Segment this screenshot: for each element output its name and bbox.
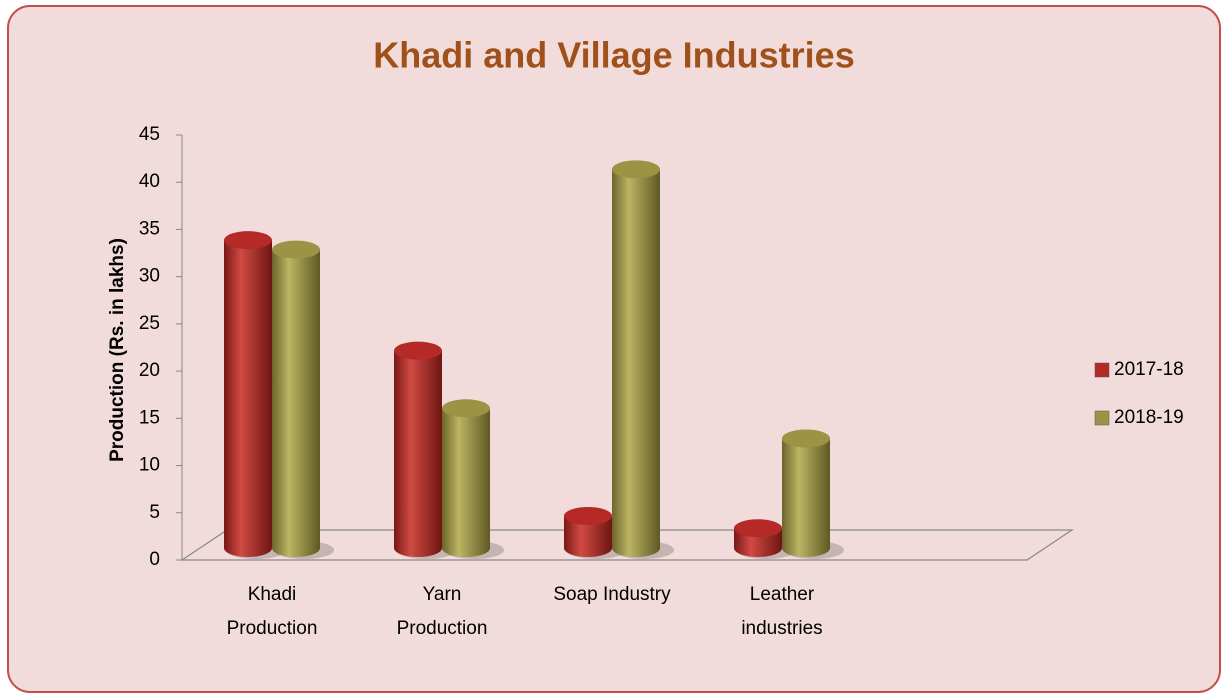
bar-top bbox=[224, 231, 272, 250]
legend-swatch bbox=[1094, 410, 1110, 426]
x-tick-label: Soap Industry bbox=[553, 584, 671, 605]
y-tick-label: 0 bbox=[149, 549, 160, 570]
y-tick-label: 40 bbox=[139, 171, 160, 192]
bar bbox=[564, 506, 626, 559]
legend-label: 2017-18 bbox=[1114, 359, 1184, 380]
bar bbox=[442, 399, 504, 559]
x-tick-label-line: Khadi bbox=[248, 584, 297, 605]
bar-body bbox=[272, 249, 320, 557]
bar-top bbox=[564, 506, 612, 525]
bar bbox=[394, 341, 456, 559]
floor bbox=[180, 529, 1074, 561]
y-axis-label: Production (Rs. in lakhs) bbox=[107, 238, 128, 462]
y-tick-label: 45 bbox=[139, 124, 160, 145]
bar-body bbox=[394, 350, 442, 557]
bar-body bbox=[612, 169, 660, 558]
x-tick-label-line: Production bbox=[227, 618, 318, 639]
bar-body bbox=[442, 408, 490, 557]
bar-top bbox=[734, 519, 782, 538]
x-tick-label: Yarn Production bbox=[397, 584, 488, 639]
y-tick-label: 10 bbox=[139, 455, 160, 476]
bar-top bbox=[612, 160, 660, 179]
x-tick-label-line: Yarn bbox=[423, 584, 462, 605]
y-tick-label: 15 bbox=[139, 407, 160, 428]
bar bbox=[612, 160, 674, 559]
bar bbox=[224, 231, 286, 559]
x-tick-label-line: industries bbox=[741, 618, 822, 639]
y-tick-label: 30 bbox=[139, 266, 160, 287]
x-tick-label: Leather industries bbox=[741, 584, 822, 639]
bar-body bbox=[564, 515, 612, 557]
chart-title: Khadi and Village Industries bbox=[373, 35, 854, 76]
x-tick-label-line: Production bbox=[397, 618, 488, 639]
y-tick-label: 25 bbox=[139, 313, 160, 334]
bar-body bbox=[224, 240, 272, 557]
y-tick-label: 5 bbox=[149, 502, 160, 523]
x-tick-label-line: Soap Industry bbox=[553, 584, 671, 605]
bar-top bbox=[442, 399, 490, 418]
bar bbox=[734, 519, 796, 559]
y-tick-label: 35 bbox=[139, 218, 160, 239]
bar-top bbox=[394, 341, 442, 360]
bar-top bbox=[272, 240, 320, 259]
bar bbox=[782, 429, 844, 559]
legend-swatch bbox=[1094, 362, 1110, 378]
y-tick-label: 20 bbox=[139, 360, 160, 381]
x-tick-label: Khadi Production bbox=[227, 584, 318, 639]
bar-top bbox=[782, 429, 830, 448]
bar bbox=[272, 240, 334, 559]
x-tick-label-line: Leather bbox=[750, 584, 815, 605]
bar-body bbox=[782, 438, 830, 557]
legend-label: 2018-19 bbox=[1114, 407, 1184, 428]
